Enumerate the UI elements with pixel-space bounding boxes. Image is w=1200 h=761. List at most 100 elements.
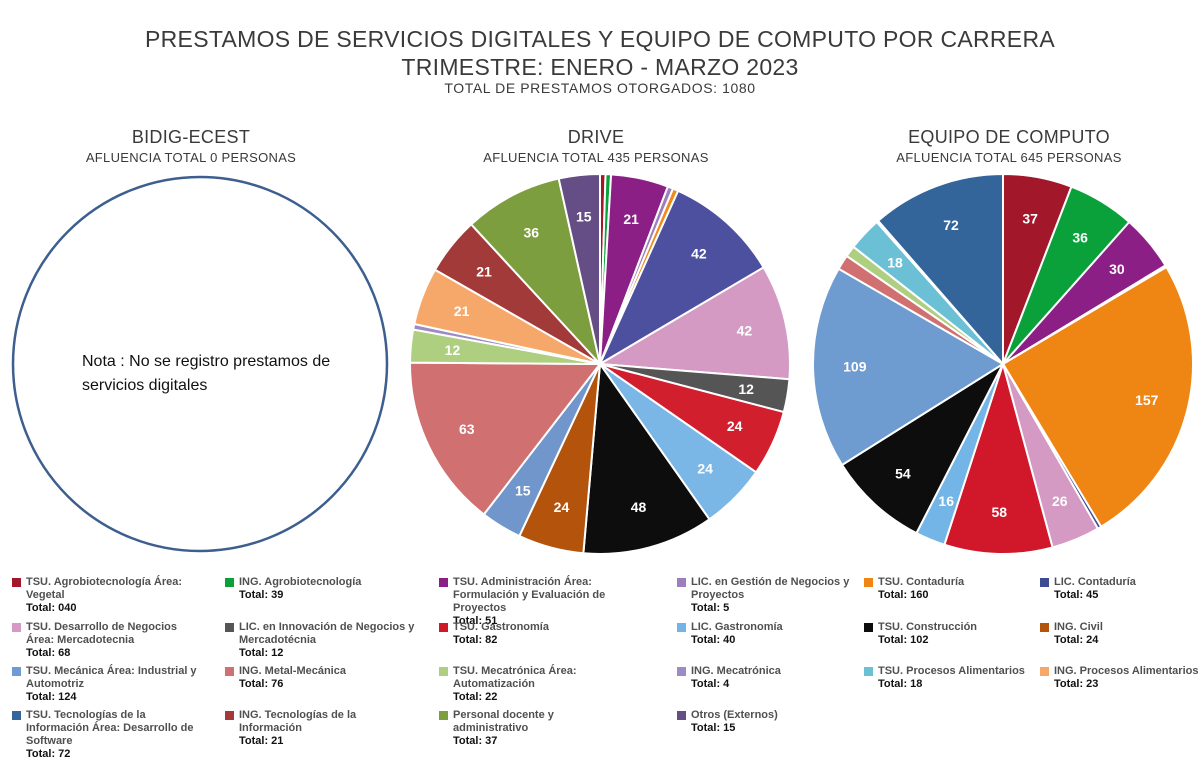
legend-swatch	[225, 623, 234, 632]
legend-label: ING. Tecnologías de la Información	[239, 709, 357, 734]
drive-data-label: 15	[515, 483, 531, 499]
legend-swatch	[12, 578, 21, 587]
pie-bidig	[11, 175, 389, 553]
legend-total: Total: 22	[453, 691, 498, 703]
legend-label: ING. Agrobiotecnología	[239, 576, 362, 588]
drive-data-label: 21	[476, 264, 492, 280]
pie-drive-subtitle: AFLUENCIA TOTAL 435 PERSONAS	[483, 150, 709, 165]
legend-total: Total: 68	[26, 647, 71, 659]
drive-data-label: 12	[738, 381, 754, 397]
legend-swatch	[864, 623, 873, 632]
legend-swatch	[1040, 623, 1049, 632]
pie-bidig-outline	[11, 175, 389, 553]
legend-item: TSU. Contaduría Total: 160	[864, 576, 1054, 602]
legend-total: Total: 37	[453, 735, 498, 747]
legend-label: ING. Civil	[1054, 621, 1103, 633]
equipo-slice	[812, 267, 1005, 467]
equipo-slice	[840, 361, 1006, 535]
legend-label: TSU. Desarrollo de Negocios Área: Mercad…	[26, 621, 177, 646]
drive-data-label: 42	[737, 323, 753, 339]
legend-label: TSU. Mecánica Área: Industrial y Automot…	[26, 665, 197, 690]
legend-item: TSU. Gastronomía Total: 82	[439, 621, 629, 647]
drive-data-label: 36	[523, 225, 539, 241]
pie-bidig-title: BIDIG-ECEST	[131, 127, 251, 147]
legend-total: Total: 45	[1054, 589, 1099, 601]
legend-swatch	[439, 667, 448, 676]
legend-label: Personal docente y administrativo	[453, 709, 554, 734]
legend-item: TSU. Desarrollo de Negocios Área: Mercad…	[12, 621, 202, 660]
legend-total: Total: 40	[691, 634, 736, 646]
equipo-data-label: 36	[1072, 229, 1088, 245]
drive-slice	[596, 266, 791, 381]
legend-swatch	[677, 578, 686, 587]
pie-equipo-subtitle: AFLUENCIA TOTAL 645 PERSONAS	[896, 150, 1122, 165]
pie-bidig-subtitle: AFLUENCIA TOTAL 0 PERSONAS	[85, 150, 297, 165]
legend-item: ING. Procesos Alimentarios Total: 23	[1040, 665, 1200, 691]
equipo-data-label: 58	[992, 504, 1008, 520]
pie-bidig-heading: BIDIG-ECEST AFLUENCIA TOTAL 0 PERSONAS	[0, 127, 391, 165]
legend-total: Total: 160	[878, 589, 929, 601]
legend-total: Total: 21	[239, 735, 284, 747]
equipo-data-label: 157	[1135, 392, 1159, 408]
drive-data-label: 48	[631, 499, 647, 515]
legend-total: Total: 51	[453, 615, 498, 627]
legend-total: Total: 4	[691, 678, 730, 690]
pie-equipo-heading: EQUIPO DE COMPUTO AFLUENCIA TOTAL 645 PE…	[809, 127, 1200, 165]
legend-label: TSU. Gastronomía	[453, 621, 549, 633]
legend-item: TSU. Tecnologías de la Información Área:…	[12, 709, 202, 761]
legend-item: TSU. Mecatrónica Área: Automatización Tot…	[439, 665, 629, 704]
chart-period-title: TRIMESTRE: ENERO - MARZO 2023	[401, 54, 799, 80]
legend-item: TSU. Mecánica Área: Industrial y Automot…	[12, 665, 202, 704]
legend-total: Total: 23	[1054, 678, 1099, 690]
chart-main-title: PRESTAMOS DE SERVICIOS DIGITALES Y EQUIP…	[145, 26, 1055, 52]
equipo-data-label: 16	[938, 493, 954, 509]
legend-total: Total: 76	[239, 678, 284, 690]
legend-swatch	[677, 667, 686, 676]
pie-drive: 21 42 42 12 24 24 48 24 15 63 12 21 21 36 15	[409, 172, 791, 555]
equipo-data-label: 30	[1109, 261, 1125, 277]
legend-label: TSU. Mecatrónica Área: Automatización	[453, 665, 577, 690]
legend-label: LIC. en Gestión de Negocios y Proyectos	[691, 576, 850, 601]
legend-item: ING. Mecatrónica Total: 4	[677, 665, 867, 691]
legend-label: LIC. en Innovación de Negocios y Mercado…	[239, 621, 415, 646]
legend-swatch	[1040, 578, 1049, 587]
legend-swatch	[12, 667, 21, 676]
legend-total: Total: 82	[453, 634, 498, 646]
legend-item: LIC. en Gestión de Negocios y Proyectos T…	[677, 576, 867, 615]
legend-swatch	[12, 711, 21, 720]
legend-item: LIC. Gastronomía Total: 40	[677, 621, 867, 647]
legend-label: LIC. Gastronomía	[691, 621, 783, 633]
equipo-data-label: 37	[1022, 210, 1038, 226]
chart-total-title: TOTAL DE PRESTAMOS OTORGADOS: 1080	[444, 80, 756, 96]
legend-total: Total: 040	[26, 602, 77, 614]
equipo-data-label: 18	[887, 255, 903, 271]
drive-data-label: 24	[554, 499, 570, 515]
legend-item: TSU. Procesos Alimentarios Total: 18	[864, 665, 1054, 691]
legend-label: TSU. Tecnologías de la Información Área:…	[26, 709, 194, 747]
legend-swatch	[12, 623, 21, 632]
drive-data-label: 21	[623, 211, 639, 227]
legend-total: Total: 24	[1054, 634, 1099, 646]
legend-swatch	[439, 578, 448, 587]
equipo-data-label: 109	[843, 359, 867, 375]
pie-equipo: 37 36 30 157 26 58 16 54 109 18 72	[812, 172, 1194, 555]
legend-item: TSU. Construcción Total: 102	[864, 621, 1054, 647]
legend-total: Total: 15	[691, 722, 736, 734]
legend-total: Total: 39	[239, 589, 284, 601]
legend-item: Personal docente y administrativo Total: …	[439, 709, 629, 748]
drive-slice	[409, 361, 603, 516]
legend-item: LIC. en Innovación de Negocios y Mercado…	[225, 621, 415, 660]
drive-data-label: 63	[459, 421, 475, 437]
legend-swatch	[677, 623, 686, 632]
legend-total: Total: 5	[691, 602, 730, 614]
legend-label: LIC. Contaduría	[1054, 576, 1136, 588]
legend-total: Total: 102	[878, 634, 929, 646]
legend-item: LIC. Contaduría Total: 45	[1040, 576, 1200, 602]
legend-label: ING. Procesos Alimentarios	[1054, 665, 1199, 677]
drive-slice	[597, 189, 765, 367]
legend-label: ING. Metal-Mecánica	[239, 665, 346, 677]
legend-item: ING. Tecnologías de la Información Total:…	[225, 709, 415, 748]
equipo-data-label: 72	[943, 217, 959, 233]
legend-total: Total: 12	[239, 647, 284, 659]
legend-item: ING. Civil Total: 24	[1040, 621, 1200, 647]
